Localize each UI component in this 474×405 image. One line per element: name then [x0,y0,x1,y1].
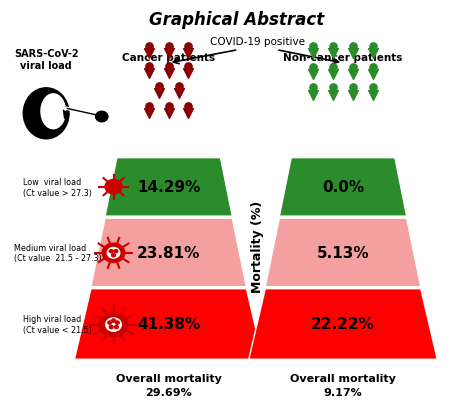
Circle shape [108,321,112,324]
Circle shape [109,250,113,253]
Polygon shape [265,219,421,287]
Polygon shape [63,110,70,120]
Text: 41.38%: 41.38% [137,317,201,332]
Point [349,43,357,50]
Circle shape [105,180,122,194]
Point [369,51,376,57]
Point [329,71,337,78]
Point [165,70,173,77]
Point [165,104,173,110]
Ellipse shape [23,88,70,140]
Text: Non-cancer patients: Non-cancer patients [283,53,403,62]
Circle shape [112,254,116,257]
Point [349,64,357,70]
Circle shape [102,243,125,263]
Ellipse shape [40,94,66,130]
Point [155,83,163,90]
Point [185,51,192,57]
Point [349,51,357,57]
Point [310,71,317,78]
Point [349,71,357,78]
Point [165,63,173,70]
Point [369,43,376,50]
Text: 29.69%: 29.69% [146,388,192,397]
Text: 0.0%: 0.0% [322,180,364,195]
Point [310,64,317,70]
Point [185,70,192,77]
Point [165,43,173,50]
Point [329,43,337,50]
Text: COVID-19 positive: COVID-19 positive [210,36,305,47]
Point [329,92,337,99]
Text: 22.22%: 22.22% [311,317,375,332]
Circle shape [109,326,113,329]
Circle shape [116,321,119,324]
Point [310,85,317,92]
Circle shape [100,313,128,337]
Polygon shape [279,158,407,217]
Point [310,92,317,99]
Point [165,51,173,57]
Point [145,104,153,110]
Text: Low  viral load
(Ct value > 27.3): Low viral load (Ct value > 27.3) [24,178,92,197]
Point [369,71,376,78]
Polygon shape [105,158,232,217]
Text: High viral load
(Ct value < 21.5): High viral load (Ct value < 21.5) [24,315,92,334]
Point [185,104,192,110]
Polygon shape [74,289,263,359]
Circle shape [114,250,118,253]
Text: 5.13%: 5.13% [317,245,369,260]
Text: Overall mortality: Overall mortality [290,373,396,384]
Point [185,111,192,117]
Point [310,43,317,50]
Text: Cancer patients: Cancer patients [122,53,215,62]
Point [369,85,376,92]
Polygon shape [249,289,438,359]
Text: SARS-CoV-2
viral load: SARS-CoV-2 viral load [14,49,79,70]
Point [310,51,317,57]
Text: 14.29%: 14.29% [137,180,201,195]
Circle shape [112,319,116,322]
Point [369,64,376,70]
Point [349,92,357,99]
Point [145,111,153,117]
Polygon shape [91,219,246,287]
Point [175,83,182,90]
Point [145,43,153,50]
Circle shape [106,318,121,331]
Point [369,92,376,99]
Text: Medium viral load
(Ct value  21.5 - 27.3): Medium viral load (Ct value 21.5 - 27.3) [14,243,102,262]
Text: Graphical Abstract: Graphical Abstract [149,11,325,30]
Point [145,63,153,70]
Point [329,51,337,57]
Point [155,91,163,97]
Circle shape [115,326,118,329]
Text: Mortality (%): Mortality (%) [251,201,264,293]
Point [175,91,182,97]
Text: 9.17%: 9.17% [324,388,363,397]
Point [145,70,153,77]
Point [145,51,153,57]
Point [165,111,173,117]
Point [185,63,192,70]
Point [185,43,192,50]
Point [349,85,357,92]
Point [329,64,337,70]
Text: Overall mortality: Overall mortality [116,373,222,384]
Text: 23.81%: 23.81% [137,245,201,260]
Circle shape [96,112,108,122]
Circle shape [107,248,120,258]
Point [329,85,337,92]
